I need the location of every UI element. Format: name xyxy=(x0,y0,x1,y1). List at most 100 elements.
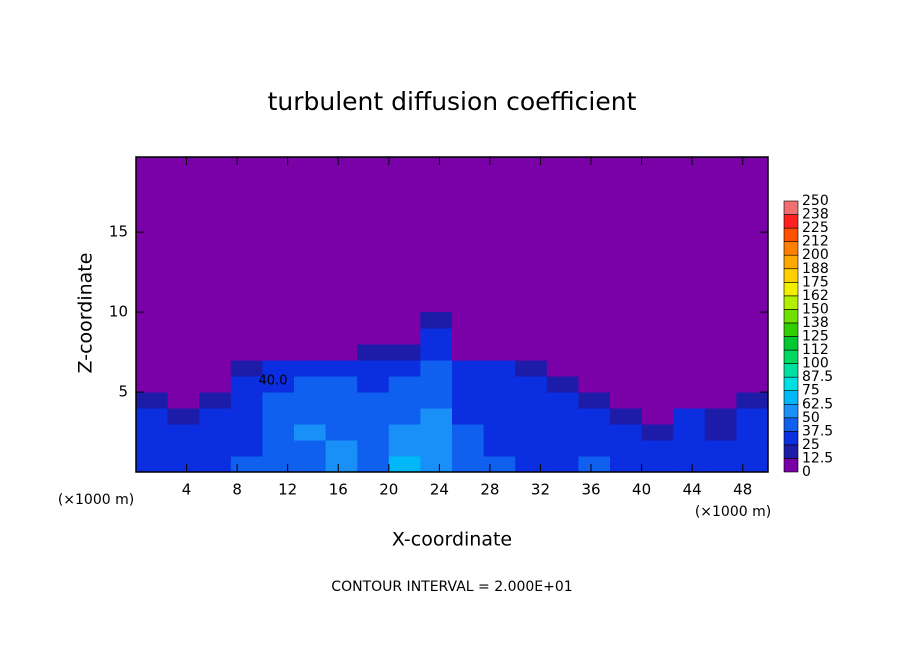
colorbar-label: 50 xyxy=(802,410,820,426)
chart-title: turbulent diffusion coefficient xyxy=(268,87,637,116)
heatmap-cell xyxy=(136,312,169,329)
x-unit-label: (×1000 m) xyxy=(695,504,771,520)
x-tick-label: 44 xyxy=(683,481,702,499)
heatmap-cell xyxy=(704,424,737,441)
heatmap-cell xyxy=(578,424,611,441)
heatmap-cell xyxy=(578,344,611,361)
y-tick-label: 10 xyxy=(109,303,128,321)
heatmap-cell xyxy=(357,424,390,441)
heatmap-cell xyxy=(167,424,200,441)
colorbar-band xyxy=(783,336,799,351)
heatmap-cell xyxy=(704,312,737,329)
heatmap-cell xyxy=(136,328,169,345)
heatmap-cell xyxy=(357,392,390,409)
colorbar-label: 37.5 xyxy=(802,423,833,439)
heatmap-cell xyxy=(704,408,737,425)
colorbar-band xyxy=(783,349,799,364)
heatmap-cell xyxy=(167,392,200,409)
heatmap-cell xyxy=(578,392,611,409)
heatmap-cell xyxy=(325,424,358,441)
colorbar-band xyxy=(783,309,799,324)
heatmap-cell xyxy=(388,360,421,377)
heatmap-cell xyxy=(641,440,674,457)
x-tick-label: 36 xyxy=(581,481,600,499)
colorbar-band xyxy=(783,444,799,459)
heatmap-cell xyxy=(230,424,263,441)
heatmap-cell xyxy=(704,456,737,473)
colorbar-label: 0 xyxy=(802,464,811,480)
heatmap-cell xyxy=(452,392,485,409)
heatmap-cell xyxy=(388,408,421,425)
heatmap-cell xyxy=(704,344,737,361)
heatmap-cell xyxy=(294,440,327,457)
heatmap-cell xyxy=(388,440,421,457)
x-tick-label: 8 xyxy=(232,481,242,499)
heatmap-cell xyxy=(262,312,295,329)
heatmap-cell xyxy=(546,392,579,409)
colorbar-label: 200 xyxy=(802,247,829,263)
heatmap-cell xyxy=(167,344,200,361)
heatmap-cell xyxy=(230,312,263,329)
heatmap-cell xyxy=(515,312,548,329)
heatmap-cell xyxy=(610,392,643,409)
heatmap-cell xyxy=(736,456,769,473)
heatmap-cell xyxy=(483,408,516,425)
heatmap-cell xyxy=(357,376,390,393)
colorbar-band xyxy=(783,417,799,432)
heatmap-cell xyxy=(673,376,706,393)
heatmap-cell xyxy=(325,312,358,329)
heatmap-cell xyxy=(167,376,200,393)
heatmap-cell xyxy=(294,456,327,473)
heatmap-cell xyxy=(673,456,706,473)
heatmap-cell xyxy=(388,312,421,329)
heatmap-cell xyxy=(546,376,579,393)
heatmap-cell xyxy=(483,312,516,329)
heatmap-cell xyxy=(673,360,706,377)
x-unit-label: (×1000 m) xyxy=(58,492,134,508)
colorbar-label: 175 xyxy=(802,274,829,290)
heatmap-cell xyxy=(325,456,358,473)
heatmap-cell xyxy=(610,456,643,473)
heatmap-cell xyxy=(262,456,295,473)
heatmap-cell xyxy=(452,328,485,345)
colorbar-label: 112 xyxy=(802,342,829,358)
heatmap-cell xyxy=(136,360,169,377)
colorbar-label: 212 xyxy=(802,234,829,250)
heatmap-cell xyxy=(230,328,263,345)
heatmap-cell xyxy=(578,360,611,377)
heatmap-cell xyxy=(546,360,579,377)
plot-frame xyxy=(135,156,769,473)
heatmap-cell xyxy=(136,456,169,473)
heatmap-cell xyxy=(610,440,643,457)
heatmap-cell xyxy=(199,408,232,425)
heatmap-cell xyxy=(167,328,200,345)
x-axis-label: X-coordinate xyxy=(392,529,512,551)
heatmap-cell xyxy=(483,328,516,345)
heatmap-cell xyxy=(641,328,674,345)
heatmap-cell xyxy=(262,328,295,345)
heatmap-cell xyxy=(294,424,327,441)
heatmap-cell xyxy=(610,408,643,425)
colorbar-label: 125 xyxy=(802,329,829,345)
heatmap-cell xyxy=(199,344,232,361)
colorbar-label: 87.5 xyxy=(802,369,833,385)
heatmap-cell xyxy=(420,456,453,473)
heatmap-cell xyxy=(420,392,453,409)
colorbar-band xyxy=(783,390,799,405)
heatmap-cell xyxy=(230,440,263,457)
heatmap-cell xyxy=(357,456,390,473)
heatmap-cell xyxy=(736,376,769,393)
colorbar-label: 150 xyxy=(802,301,829,317)
colorbar-label: 225 xyxy=(802,220,829,236)
heatmap-cell xyxy=(736,312,769,329)
heatmap-cell xyxy=(136,376,169,393)
heatmap-cell xyxy=(483,456,516,473)
heatmap-cell xyxy=(704,376,737,393)
heatmap-cell xyxy=(736,424,769,441)
heatmap-cell xyxy=(452,312,485,329)
heatmap-cell xyxy=(546,344,579,361)
heatmap-cell xyxy=(136,440,169,457)
heatmap-cell xyxy=(262,392,295,409)
heatmap-cell xyxy=(136,424,169,441)
heatmap-cell xyxy=(736,328,769,345)
